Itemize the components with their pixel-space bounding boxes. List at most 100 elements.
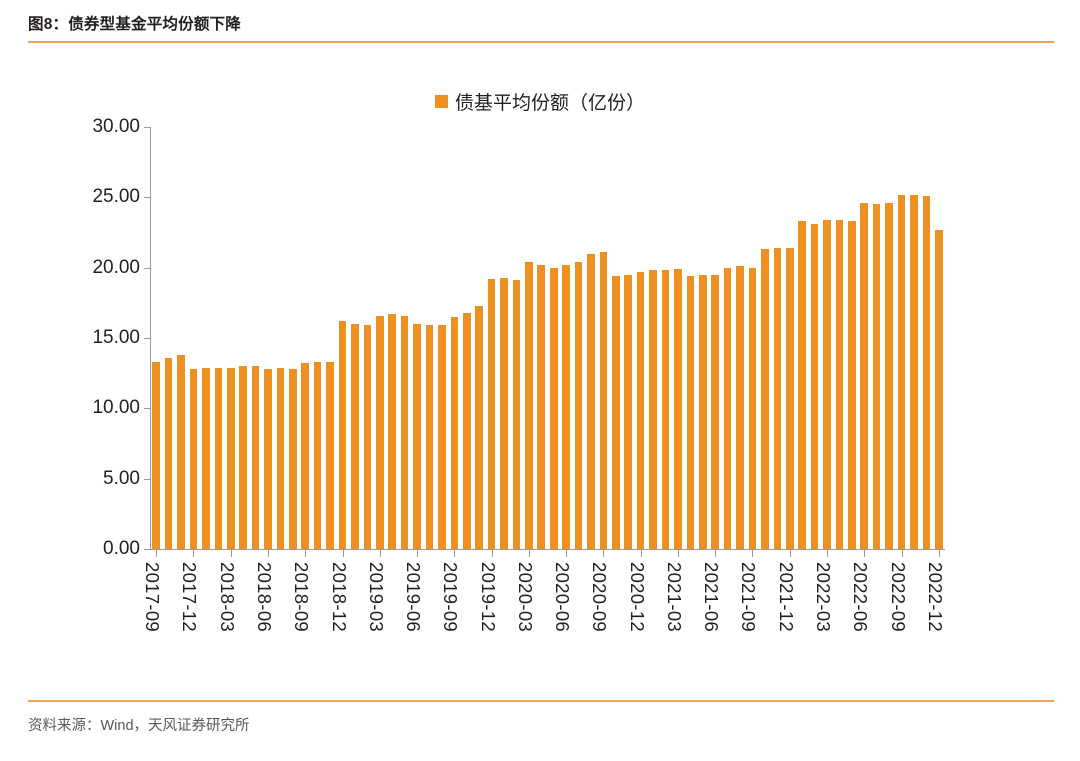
bar — [326, 361, 334, 549]
bar-slot — [523, 127, 535, 549]
bar-slot — [895, 127, 907, 549]
bar-slot — [311, 127, 323, 549]
bar — [276, 367, 285, 549]
y-axis-tick-text: 20.00 — [92, 256, 140, 278]
bar-slot — [510, 127, 522, 549]
bar-slot — [336, 127, 348, 549]
bar-slot — [846, 127, 858, 549]
bar-slot — [423, 127, 435, 549]
bar — [239, 366, 247, 549]
y-axis-tick-label: 20.00 — [60, 257, 140, 290]
bar-slot — [200, 127, 212, 549]
bar-slot — [485, 127, 497, 549]
x-axis-ticks — [150, 549, 945, 559]
bar-slot — [162, 127, 174, 549]
bar — [289, 368, 297, 549]
bar — [785, 247, 794, 549]
bar — [860, 202, 869, 549]
bar — [711, 274, 719, 549]
x-axis-tick-mark — [417, 549, 419, 557]
bar — [226, 367, 235, 549]
x-axis-tick-mark — [305, 549, 307, 557]
bar-slot — [274, 127, 286, 549]
bar-slot — [734, 127, 746, 549]
bar-slot — [920, 127, 932, 549]
y-axis-tick-mark — [144, 408, 151, 410]
bar — [698, 274, 707, 549]
bar — [910, 194, 918, 549]
bar — [649, 270, 657, 549]
bar — [599, 252, 608, 549]
x-axis-tick-label: 2022-12 — [924, 562, 946, 632]
x-axis-tick-label: 2019-06 — [403, 562, 425, 632]
bar-slot — [374, 127, 386, 549]
bar — [823, 219, 831, 549]
bar-slot — [597, 127, 609, 549]
bar — [450, 316, 459, 549]
y-axis-tick-label: 0.00 — [60, 538, 140, 571]
bar — [624, 274, 633, 549]
bar-slot — [187, 127, 199, 549]
bar — [872, 204, 881, 549]
bar-slot — [411, 127, 423, 549]
x-axis-tick-label: 2022-06 — [850, 562, 872, 632]
x-axis-tick-label: 2020-12 — [626, 562, 648, 632]
figure-header: 图8：债券型基金平均份额下降 — [28, 12, 1054, 43]
y-axis-tick-mark — [144, 549, 151, 550]
x-axis-tick-label: 2020-06 — [552, 562, 574, 632]
x-axis-tick-mark — [603, 549, 605, 557]
y-axis-tick-mark — [144, 478, 151, 480]
bar — [636, 271, 645, 549]
x-axis-tick-label: 2018-03 — [216, 562, 238, 632]
bar-slot — [659, 127, 671, 549]
x-axis-tick-mark — [156, 549, 158, 557]
bar — [338, 321, 347, 549]
bar-slot — [548, 127, 560, 549]
bar — [376, 315, 384, 549]
bar — [400, 315, 409, 549]
bar-slot — [249, 127, 261, 549]
bar — [897, 194, 906, 549]
x-axis-tick-mark — [268, 549, 269, 557]
x-axis-tick-mark — [566, 549, 568, 557]
x-axis-tick-label: 2019-12 — [477, 562, 499, 632]
bar-slot — [721, 127, 733, 549]
x-axis-tick-label: 2021-03 — [663, 562, 685, 632]
bar — [574, 262, 583, 549]
bar — [438, 325, 446, 549]
bar-slot — [299, 127, 311, 549]
bar-slot — [535, 127, 547, 549]
bar — [674, 269, 682, 549]
x-axis-tick-label: 2019-09 — [440, 562, 462, 632]
bar — [525, 262, 533, 549]
x-axis-tick-mark — [826, 549, 828, 557]
figure-title: 图8：债券型基金平均份额下降 — [28, 16, 241, 33]
bar-slot — [175, 127, 187, 549]
bar-slot — [212, 127, 224, 549]
x-axis-tick-mark — [230, 549, 232, 557]
x-axis-tick-label: 2019-03 — [365, 562, 387, 632]
bar — [164, 357, 173, 549]
bar — [885, 202, 893, 549]
x-axis-tick-mark — [715, 549, 717, 557]
bar — [487, 278, 496, 549]
bar — [301, 363, 310, 549]
bar-slot — [858, 127, 870, 549]
bar — [189, 368, 198, 549]
x-axis-tick-mark — [752, 549, 754, 557]
y-axis-tick-text: 10.00 — [92, 397, 140, 419]
bar — [761, 249, 769, 549]
bar — [351, 323, 359, 549]
bar — [214, 367, 223, 549]
x-axis-line — [150, 549, 945, 550]
bar-slot — [697, 127, 709, 549]
bar-slot — [833, 127, 845, 549]
y-axis-tick-mark — [144, 197, 151, 199]
x-axis-tick-mark — [677, 549, 679, 557]
bar — [587, 253, 595, 549]
bar-slot — [759, 127, 771, 549]
bar — [661, 270, 670, 549]
footer-divider — [28, 700, 1054, 702]
source-note: 资料来源：Wind，天风证券研究所 — [28, 718, 250, 734]
